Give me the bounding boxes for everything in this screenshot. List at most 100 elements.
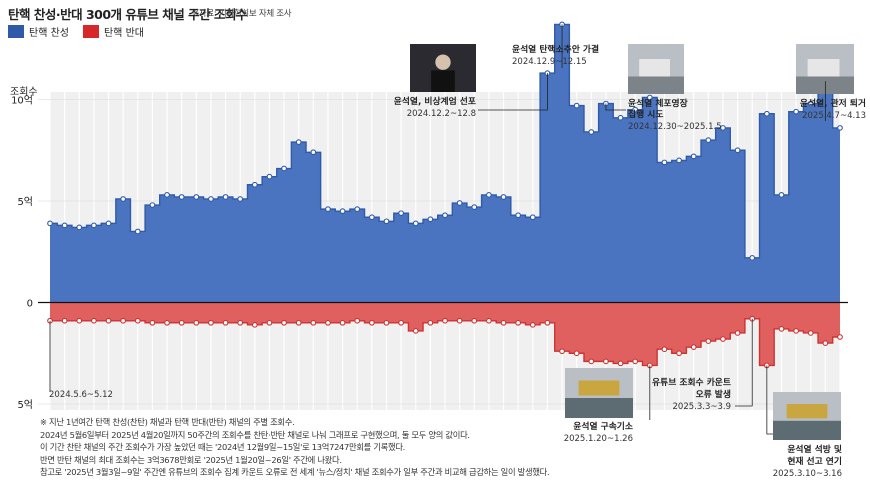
annotation-date: 2024.12.30~2025.1.5 <box>628 122 722 132</box>
data-point-pro <box>237 196 244 202</box>
data-point-con <box>427 319 434 326</box>
series-area-con <box>50 302 840 366</box>
data-point-pro <box>105 220 112 227</box>
data-point-con <box>734 330 741 336</box>
data-point-pro <box>471 204 478 210</box>
source-note: ※자료: 기자협회보 자체 조사 <box>192 9 292 19</box>
legend: 탄핵 찬성 탄핵 반대 <box>8 24 144 39</box>
data-point-pro <box>251 181 258 188</box>
data-point-con <box>164 319 170 326</box>
data-point-con <box>295 319 302 326</box>
y-tick-label: 5억 <box>17 196 33 208</box>
data-point-con <box>500 319 507 326</box>
data-point-pro <box>339 208 346 214</box>
data-point-pro <box>646 94 653 101</box>
data-point-pro <box>632 106 639 113</box>
data-point-con <box>281 319 287 326</box>
series-line-pro <box>50 23 840 259</box>
series-area-pro <box>50 24 840 303</box>
data-point-pro <box>529 214 536 221</box>
annotation-title: 현재 선고 연기 <box>787 455 842 467</box>
data-point-con <box>617 360 624 367</box>
photo-shape <box>565 398 633 418</box>
data-point-pro <box>412 220 419 227</box>
data-point-con <box>369 319 375 326</box>
data-point-pro <box>295 139 302 145</box>
data-point-pro <box>690 153 697 160</box>
data-point-pro <box>47 220 53 227</box>
data-point-pro <box>837 125 843 131</box>
data-point-con <box>544 319 551 326</box>
data-point-pro <box>354 206 361 212</box>
photo-indictment <box>565 368 633 418</box>
data-point-pro <box>720 125 726 131</box>
data-point-con <box>661 346 668 353</box>
data-point-con <box>354 317 361 324</box>
data-point-con <box>325 319 331 326</box>
data-point-pro <box>705 137 712 143</box>
footnote-line: 반면 반탄 채널의 최대 조회수는 3억3678만회로 '2025년 1월20일… <box>40 454 342 465</box>
leader-line <box>735 318 753 407</box>
data-point-con <box>251 321 258 328</box>
data-point-pro <box>676 157 682 164</box>
data-point-pro <box>515 212 521 219</box>
data-point-pro <box>222 194 229 200</box>
data-point-con <box>91 317 97 324</box>
annotation-title: 윤석열, 관저 퇴거 <box>800 97 866 109</box>
data-point-con <box>105 317 112 324</box>
leader-line <box>766 365 773 435</box>
data-point-con <box>705 338 712 344</box>
data-point-pro <box>442 212 448 219</box>
data-point-con <box>588 358 595 365</box>
data-point-pro <box>427 216 434 223</box>
data-point-con <box>690 344 697 351</box>
photo-shape <box>435 54 451 70</box>
series-line-con <box>50 318 840 367</box>
y-tick-label: 5억 <box>17 399 33 411</box>
annotation-date: 2024.12.2~12.8 <box>407 109 476 119</box>
annotation-title: 유튜브 조회수 카운트 <box>652 376 731 388</box>
annotation-date: 2024.12.9~12.15 <box>512 57 587 67</box>
photo-martial-law <box>410 44 476 92</box>
data-point-pro <box>120 196 126 202</box>
photo-shape <box>773 420 841 440</box>
data-point-con <box>134 317 141 324</box>
data-point-con <box>398 319 404 326</box>
data-point-pro <box>383 218 390 225</box>
data-point-con <box>120 317 126 324</box>
annotation-date: 2025.4.7~4.13 <box>802 111 866 121</box>
annotation-title: 윤석열 탄핵소추안 가결 <box>512 43 599 55</box>
data-point-pro <box>91 222 97 229</box>
data-point-pro <box>807 100 814 107</box>
data-point-pro <box>778 192 785 198</box>
legend-item-pro: 탄핵 찬성 <box>8 24 69 39</box>
photo-shape <box>807 59 840 77</box>
footnote-line: 2024년 5월6일부터 2025년 4월20일까지 50주간의 조회수를 찬탄… <box>40 429 470 440</box>
data-point-con <box>486 317 492 324</box>
data-point-pro <box>369 214 375 221</box>
data-point-pro <box>164 192 170 198</box>
y-axis-title: 조회수 <box>10 86 38 98</box>
data-point-con <box>529 321 536 328</box>
data-point-pro <box>749 254 756 261</box>
data-point-con <box>676 350 682 357</box>
data-point-con <box>515 319 521 326</box>
chart-title: 탄핵 찬성·반대 300개 유튜브 채널 주간 조회수 <box>8 7 247 22</box>
data-point-pro <box>193 194 200 200</box>
data-point-pro <box>398 210 404 217</box>
y-tick-label: 10억 <box>11 95 33 107</box>
data-point-pro <box>208 196 214 202</box>
data-point-pro <box>149 202 156 208</box>
data-point-con <box>61 317 68 324</box>
annotation-title: 집행 시도 <box>628 108 663 120</box>
photo-shape <box>578 380 620 396</box>
data-point-pro <box>76 224 83 231</box>
photo-arrest-warrant <box>628 44 684 94</box>
data-point-con <box>222 319 229 326</box>
photo-shape <box>639 59 670 77</box>
photo-shape <box>786 404 828 419</box>
data-point-pro <box>266 173 273 180</box>
footnote-line: 이 기간 찬탄 채널의 주간 조회수가 가장 높았던 때는 '2024년 12월… <box>40 442 406 453</box>
data-point-pro <box>134 228 141 235</box>
